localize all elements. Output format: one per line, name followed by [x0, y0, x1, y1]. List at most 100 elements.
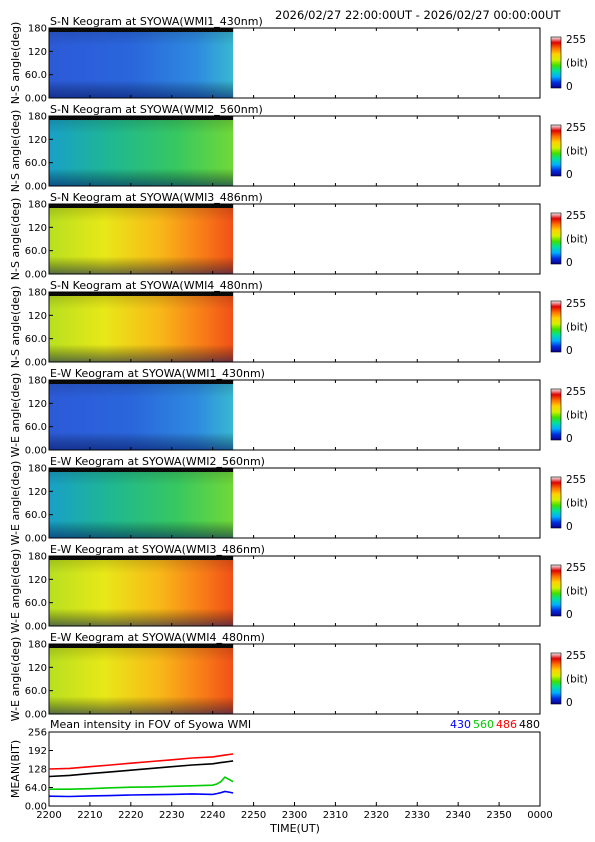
y-tick-label: 180 [28, 200, 47, 211]
x-tick-label: 2330 [405, 810, 430, 821]
y-tick-label: 60.0 [25, 246, 47, 257]
y-tick-label: 180 [28, 24, 47, 35]
y-tick-label: 60.0 [25, 334, 47, 345]
colorbar-max-label: 255 [566, 122, 586, 134]
keogram-panel: E-W Keogram at SYOWA(WMI1_430nm)180 120 60… [9, 367, 588, 457]
keogram-dark-band [49, 116, 234, 120]
keogram-shading [49, 204, 234, 274]
y-axis-label: N-S angle(deg) [9, 198, 22, 281]
panel-title: E-W Keogram at SYOWA(WMI1_430nm) [50, 367, 265, 380]
y-tick-label: 60.0 [25, 686, 47, 697]
y-tick-label: 0.00 [25, 446, 47, 457]
keogram-panels: S-N Keogram at SYOWA(WMI1_430nm)18012060… [9, 15, 588, 721]
keogram-panel: S-N Keogram at SYOWA(WMI1_430nm)180 120 60… [9, 15, 588, 105]
colorbar [550, 212, 562, 265]
panel-title: E-W Keogram at SYOWA(WMI3_486nm) [50, 543, 265, 556]
colorbar-unit-label: (bit) [566, 146, 588, 158]
y-tick-label: 0.00 [25, 270, 47, 281]
y-tick-label: 0.00 [25, 622, 47, 633]
colorbar-min-label: 0 [566, 609, 573, 621]
colorbar-unit-label: (bit) [566, 410, 588, 422]
line-chart-title: Mean intensity in FOV of Syowa WMI [50, 718, 251, 731]
x-tick-label: 2350 [486, 810, 511, 821]
y-tick-label: 60.0 [25, 70, 47, 81]
colorbar [550, 124, 562, 177]
colorbar-min-label: 0 [566, 169, 573, 181]
panel-title: E-W Keogram at SYOWA(WMI2_560nm) [50, 455, 265, 468]
keogram-shading [49, 116, 234, 186]
y-tick-label: 60.0 [25, 510, 47, 521]
y-tick-label: 192 [28, 746, 47, 757]
y-tick-label: 60.0 [25, 158, 47, 169]
panel-title: S-N Keogram at SYOWA(WMI1_430nm) [50, 15, 263, 28]
x-tick-label: 2300 [282, 810, 307, 821]
y-tick-label: 0.00 [25, 710, 47, 721]
y-tick-label: 120 [28, 311, 47, 322]
series-line-430 [48, 790, 234, 798]
y-axis-label: MEAN(BIT) [9, 740, 22, 798]
x-tick-label: 2200 [36, 810, 61, 821]
keogram-shading [49, 292, 234, 362]
x-axis-label: TIME(UT) [269, 822, 320, 835]
series-line-560 [49, 776, 234, 791]
panel-title: S-N Keogram at SYOWA(WMI3_486nm) [50, 191, 263, 204]
keogram-dark-band [49, 556, 234, 560]
panel-title: E-W Keogram at SYOWA(WMI4_480nm) [50, 631, 265, 644]
keogram-dark-band [49, 380, 234, 384]
colorbar [550, 564, 562, 617]
colorbar [550, 652, 562, 705]
keogram-panel: S-N Keogram at SYOWA(WMI4_480nm)180 120 60… [9, 279, 588, 369]
keogram-shading [49, 468, 234, 538]
y-axis-label: W-E angle(deg) [9, 373, 22, 458]
colorbar-max-label: 255 [566, 386, 586, 398]
y-tick-label: 0.00 [25, 94, 47, 105]
x-tick-label: 2310 [323, 810, 348, 821]
y-tick-label: 60.0 [25, 422, 47, 433]
panel-title: S-N Keogram at SYOWA(WMI2_560nm) [50, 103, 263, 116]
y-axis-label: W-E angle(deg) [9, 637, 22, 722]
y-tick-label: 120 [28, 223, 47, 234]
keogram-dark-band [49, 292, 234, 296]
keogram-panel: S-N Keogram at SYOWA(WMI3_486nm)180 120 60… [9, 191, 588, 281]
legend-entry-480: 480 [519, 718, 540, 731]
y-axis-label: W-E angle(deg) [9, 461, 22, 546]
keogram-shading [49, 380, 234, 450]
y-tick-label: 60.0 [25, 598, 47, 609]
y-tick-label: 256 [28, 728, 47, 739]
y-tick-label: 180 [28, 464, 47, 475]
series-line-486 [48, 753, 234, 770]
colorbar-unit-label: (bit) [566, 58, 588, 70]
y-tick-label: 128 [28, 765, 47, 776]
series-line-480 [48, 760, 234, 778]
y-tick-label: 180 [28, 376, 47, 387]
colorbar-max-label: 255 [566, 474, 586, 486]
y-tick-label: 120 [28, 575, 47, 586]
colorbar-unit-label: (bit) [566, 586, 588, 598]
colorbar-unit-label: (bit) [566, 498, 588, 510]
y-tick-label: 180 [28, 552, 47, 563]
y-tick-label: 120 [28, 47, 47, 58]
x-tick-label: 2240 [200, 810, 225, 821]
x-tick-label: 2320 [364, 810, 389, 821]
colorbar-min-label: 0 [566, 81, 573, 93]
legend-entry-486: 486 [496, 718, 517, 731]
y-tick-label: 0.00 [25, 358, 47, 369]
colorbar-min-label: 0 [566, 521, 573, 533]
colorbar-min-label: 0 [566, 257, 573, 269]
y-axis-label: N-S angle(deg) [9, 286, 22, 369]
colorbar [550, 36, 562, 89]
colorbar [550, 476, 562, 529]
y-axis-label: N-S angle(deg) [9, 22, 22, 105]
keogram-shading [49, 556, 234, 626]
keogram-panel: E-W Keogram at SYOWA(WMI4_480nm)180 120 60… [9, 631, 588, 721]
colorbar [550, 300, 562, 353]
keogram-dark-band [49, 204, 234, 208]
y-tick-label: 120 [28, 663, 47, 674]
y-axis-label: W-E angle(deg) [9, 549, 22, 634]
panel-title: S-N Keogram at SYOWA(WMI4_480nm) [50, 279, 263, 292]
colorbar-max-label: 255 [566, 650, 586, 662]
x-tick-label: 2220 [118, 810, 143, 821]
y-tick-label: 180 [28, 288, 47, 299]
